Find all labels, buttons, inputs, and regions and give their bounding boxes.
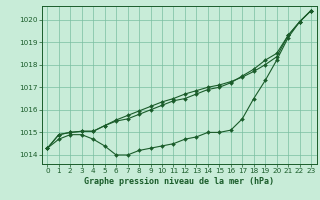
X-axis label: Graphe pression niveau de la mer (hPa): Graphe pression niveau de la mer (hPa) <box>84 177 274 186</box>
